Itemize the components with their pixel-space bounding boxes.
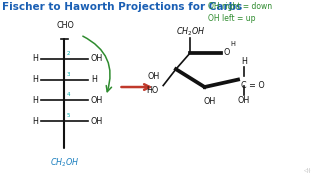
Text: OH: OH <box>91 117 103 126</box>
Text: OH: OH <box>91 96 103 105</box>
Text: 2: 2 <box>67 51 70 56</box>
Text: Fischer to Haworth Projections for Carbs: Fischer to Haworth Projections for Carbs <box>2 2 243 12</box>
Text: H: H <box>32 117 38 126</box>
Text: H: H <box>32 54 38 63</box>
Text: OH left = up: OH left = up <box>208 14 255 23</box>
Text: OH: OH <box>203 97 215 106</box>
Text: H: H <box>32 75 38 84</box>
Text: CHO: CHO <box>56 21 74 30</box>
Text: C = O: C = O <box>241 81 264 90</box>
Text: 4: 4 <box>67 93 70 97</box>
Text: H: H <box>230 41 235 47</box>
Text: H: H <box>241 57 247 66</box>
Text: OH: OH <box>238 96 250 105</box>
Text: OH: OH <box>91 54 103 63</box>
Text: ◁)): ◁)) <box>304 168 311 173</box>
Text: $CH_2OH$: $CH_2OH$ <box>175 26 205 39</box>
Text: H: H <box>91 75 97 84</box>
Text: H: H <box>32 96 38 105</box>
Text: OH right = down: OH right = down <box>208 2 272 11</box>
Text: HO: HO <box>146 86 158 94</box>
Text: 5: 5 <box>67 113 70 118</box>
Text: $CH_2OH$: $CH_2OH$ <box>50 156 79 169</box>
Text: OH: OH <box>148 72 160 81</box>
Text: 3: 3 <box>67 72 70 77</box>
Text: O: O <box>223 48 229 57</box>
